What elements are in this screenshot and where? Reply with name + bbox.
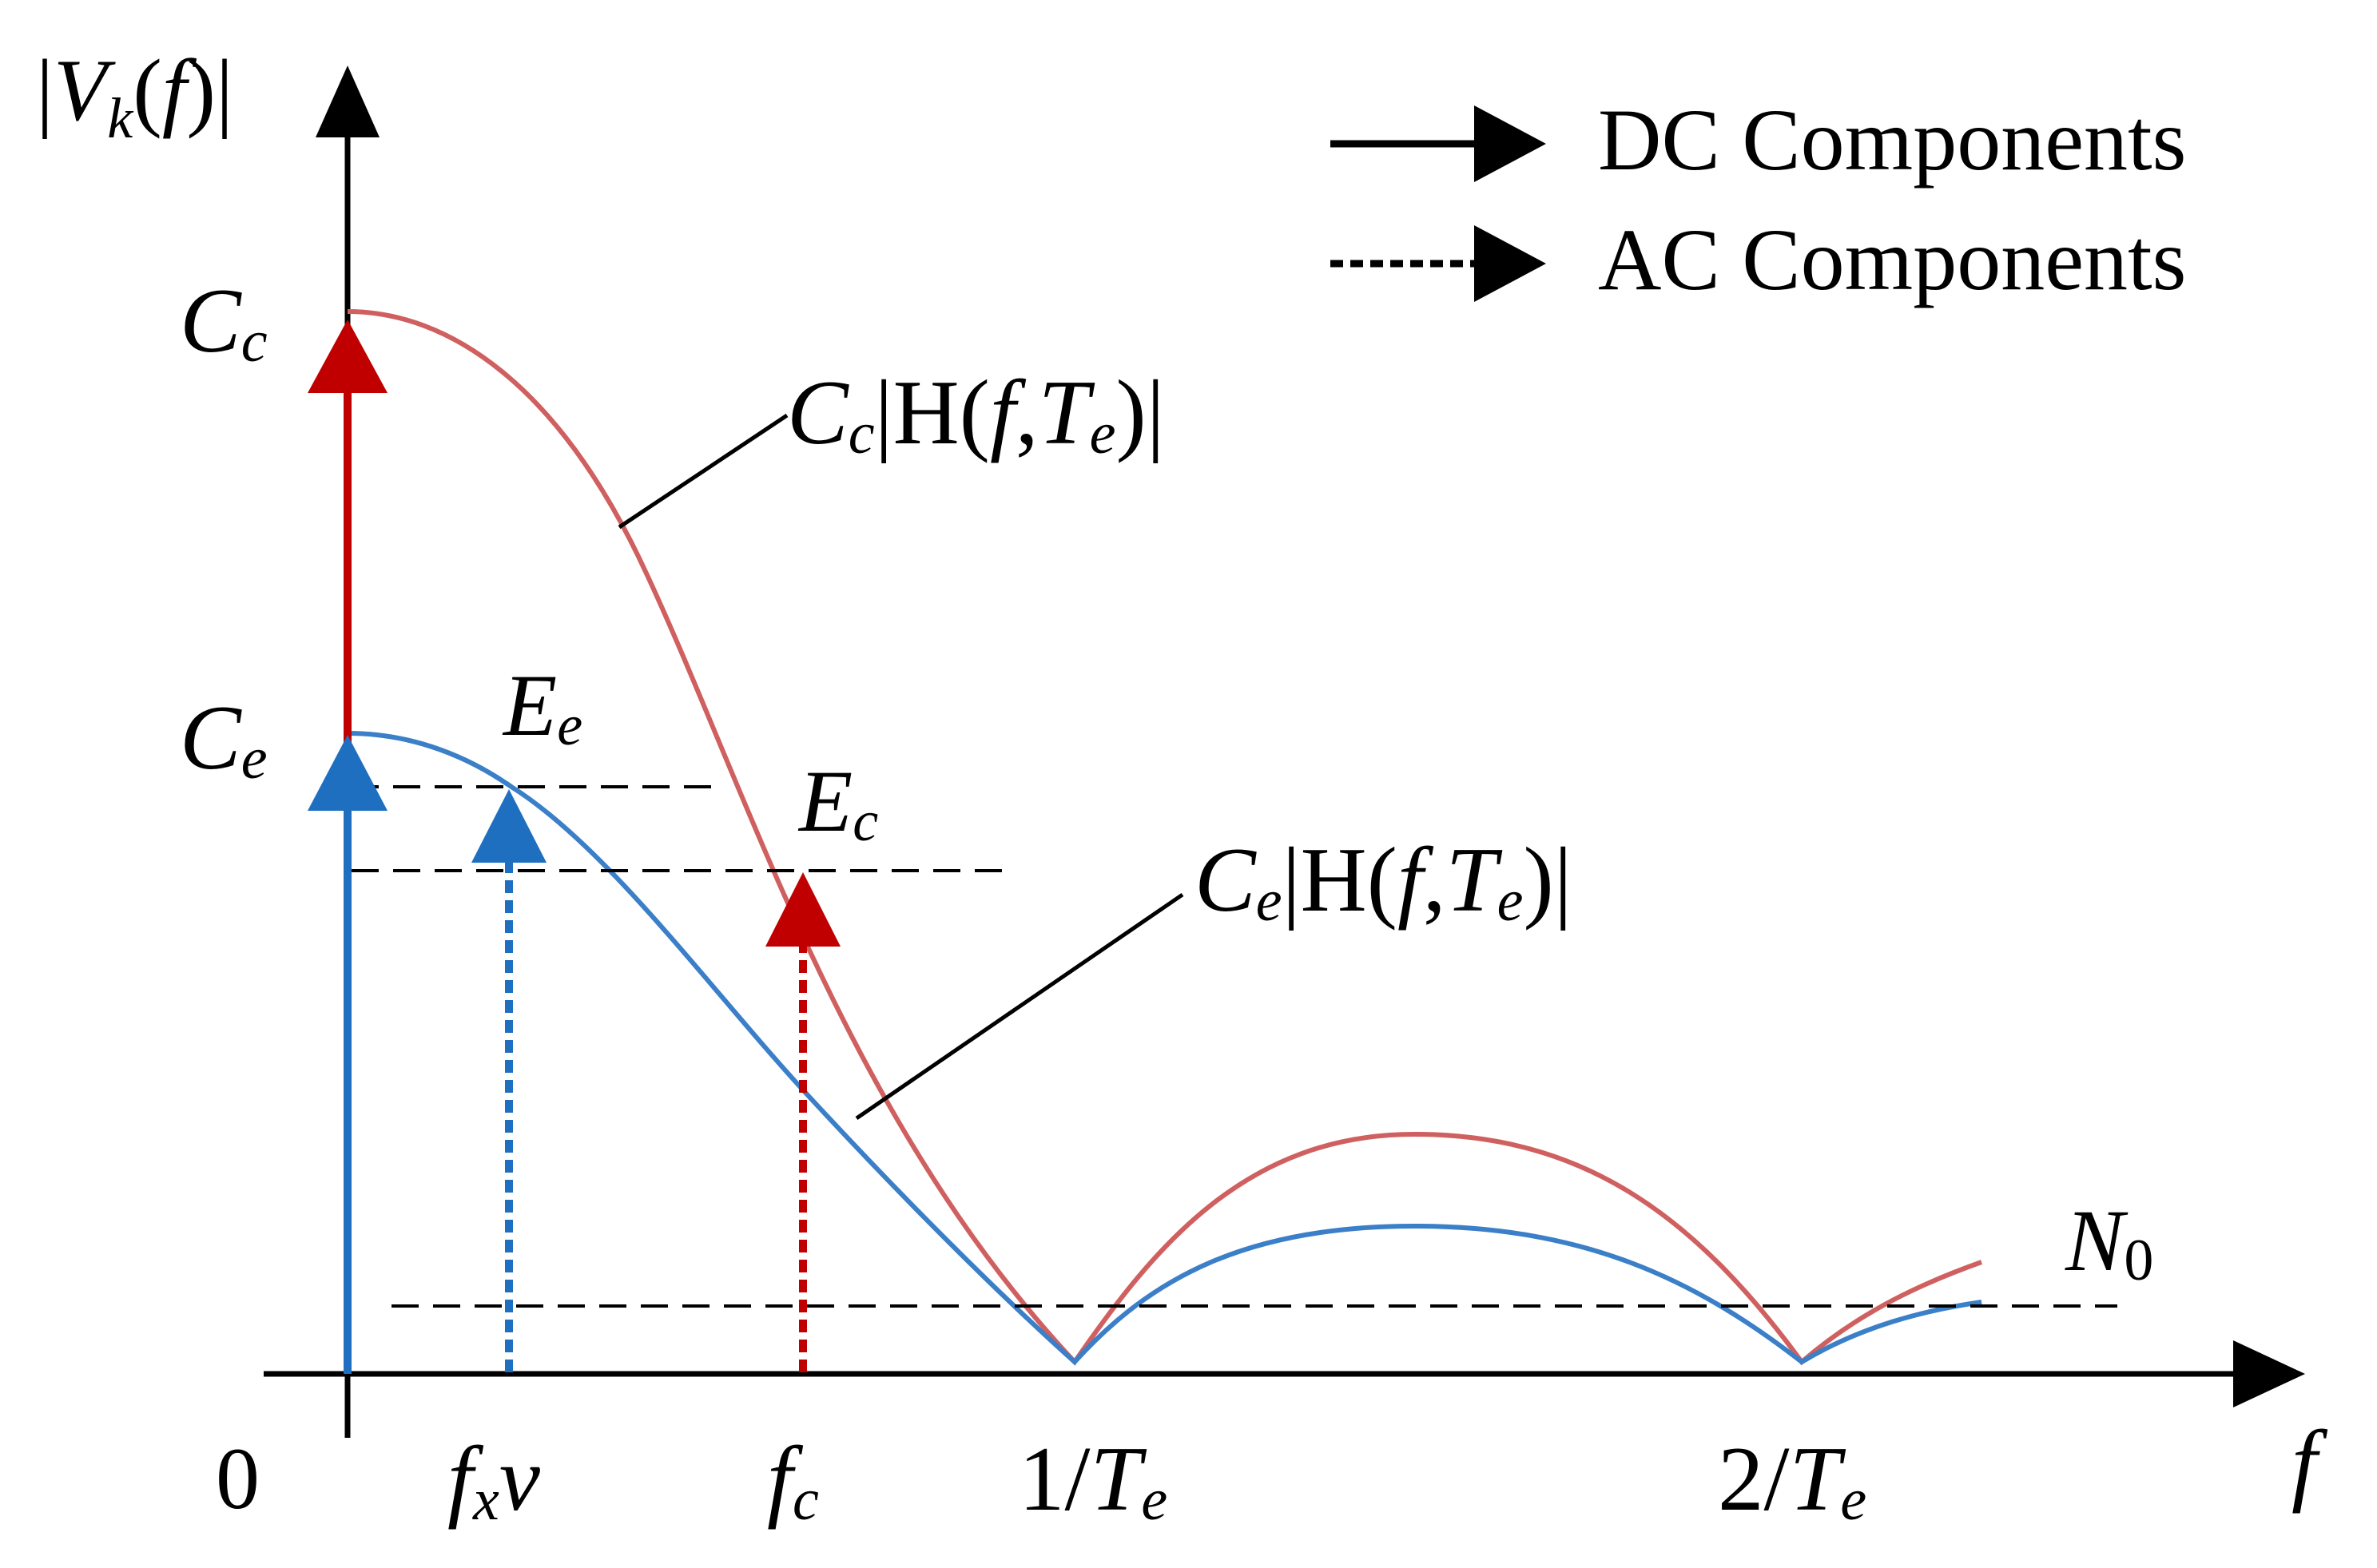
legend-ac-arrowhead <box>1474 225 1546 302</box>
x-axis-arrowhead <box>2233 1340 2305 1407</box>
dc-red-arrowhead <box>308 320 388 393</box>
tick-one-over-te: 1/Te <box>1019 1428 1167 1533</box>
tick-fc: fc <box>767 1428 819 1533</box>
cc-label: Cc <box>180 270 268 375</box>
origin-label: 0 <box>216 1430 260 1527</box>
legend-dc-arrowhead <box>1474 105 1546 182</box>
legend-dc-label: DC Components <box>1598 91 2186 189</box>
ac-red-arrowhead <box>765 872 841 947</box>
ee-label: Ee <box>502 657 582 757</box>
dc-blue-arrowhead <box>308 735 388 811</box>
blue-curve-label: Ce|H(f,Te)| <box>1194 829 1572 934</box>
red-curve-leader <box>618 413 789 530</box>
red-curve-label: Cc|H(f,Te)| <box>787 362 1165 466</box>
n0-label: N0 <box>2065 1192 2153 1293</box>
tick-fxv: fxv <box>447 1428 541 1533</box>
ac-components <box>471 789 841 1372</box>
ec-label: Ec <box>797 752 878 853</box>
tick-two-over-te: 2/Te <box>1718 1428 1866 1533</box>
ce-label: Ce <box>180 687 268 792</box>
legend: DC Components AC Components <box>1330 91 2186 308</box>
blue-envelope-curve <box>347 731 1982 1366</box>
x-axis-title: f <box>2292 1412 2328 1514</box>
dc-components <box>308 320 388 1374</box>
red-envelope-curve <box>347 309 1983 1366</box>
y-axis-title: |Vk(f)| <box>36 42 233 150</box>
legend-ac-label: AC Components <box>1598 211 2186 308</box>
blue-curve-leader <box>855 892 1184 1121</box>
reference-lines <box>352 785 2117 1308</box>
y-axis-arrowhead <box>316 65 380 137</box>
ac-blue-arrowhead <box>471 789 547 863</box>
